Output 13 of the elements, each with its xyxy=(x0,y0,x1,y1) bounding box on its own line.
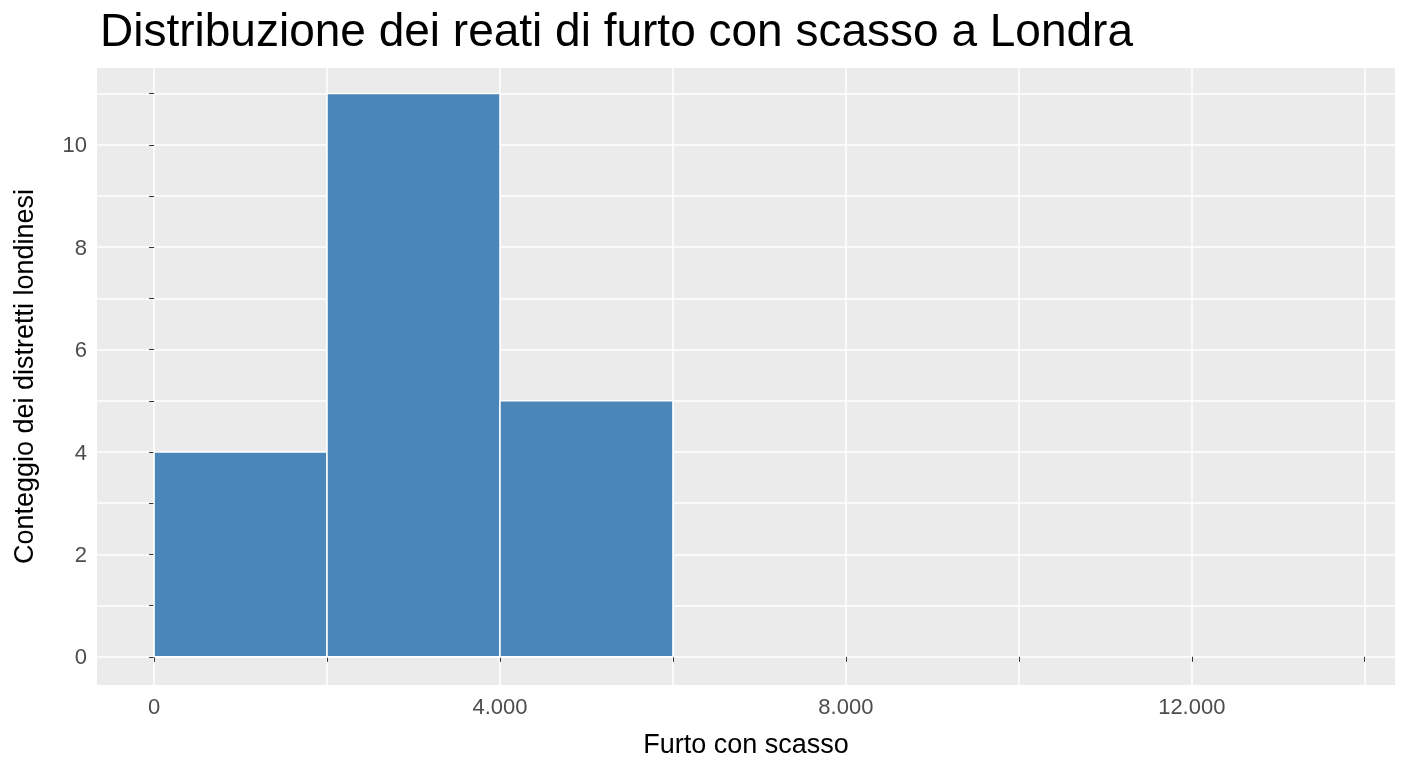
x-tick-label: 4.000 xyxy=(472,693,528,719)
x-tick-label: 12.000 xyxy=(1158,693,1226,719)
chart-title: Distribuzione dei reati di furto con scasso a Londra xyxy=(100,4,1134,56)
y-tick-label: 6 xyxy=(74,337,87,363)
x-axis-title: Furto con scasso xyxy=(643,728,849,759)
y-tick-label: 10 xyxy=(62,132,87,158)
y-axis-title: Conteggio dei distretti londinesi xyxy=(8,188,39,565)
y-tick-label: 2 xyxy=(74,541,87,567)
y-tick-label: 0 xyxy=(74,644,87,670)
y-tick-label: 4 xyxy=(74,439,87,465)
x-tick-label: 8.000 xyxy=(818,693,874,719)
y-tick-label: 8 xyxy=(74,234,87,260)
x-tick-label: 0 xyxy=(147,693,161,719)
